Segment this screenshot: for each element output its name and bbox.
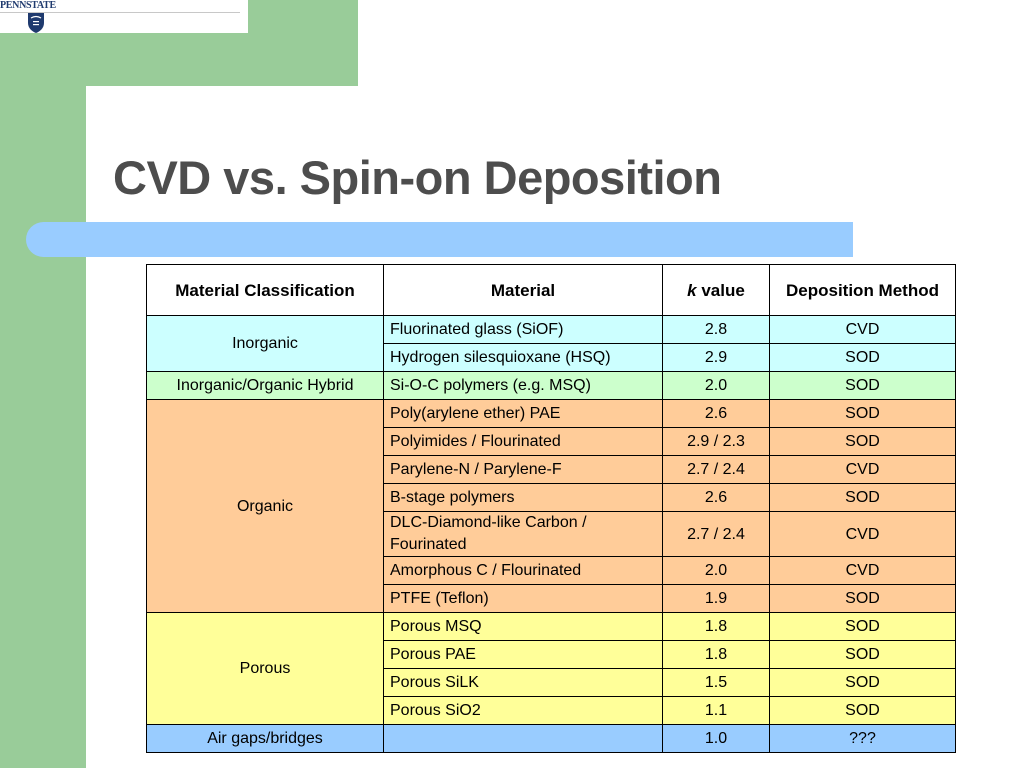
k-symbol: k xyxy=(687,280,697,300)
k-value-cell: 2.0 xyxy=(662,371,770,400)
material-cell: B-stage polymers xyxy=(383,483,663,512)
k-value-cell: 1.8 xyxy=(662,640,770,669)
k-value-cell: 2.0 xyxy=(662,556,770,585)
method-cell: SOD xyxy=(769,668,956,697)
table-row: Organic Poly(arylene ether) PAE 2.6 SOD xyxy=(146,399,956,613)
table-row: Hydrogen silesquioxane (HSQ) 2.9 SOD xyxy=(146,343,956,372)
k-value-cell: 1.5 xyxy=(662,668,770,697)
material-cell: Porous MSQ xyxy=(383,612,663,641)
material-cell: Poly(arylene ether) PAE xyxy=(383,399,663,428)
k-value-cell: 2.7 / 2.4 xyxy=(662,511,770,557)
penn-state-shield-icon xyxy=(28,13,44,33)
group-label-air-gaps: Air gaps/bridges xyxy=(146,724,384,753)
method-cell: SOD xyxy=(769,612,956,641)
table-row: Air gaps/bridges 1.0 ??? xyxy=(146,724,956,753)
method-cell: SOD xyxy=(769,343,956,372)
k-value-cell: 1.0 xyxy=(662,724,770,753)
logo-divider xyxy=(0,12,240,13)
material-cell: Si-O-C polymers (e.g. MSQ) xyxy=(383,371,663,400)
group-label-inorganic: Inorganic xyxy=(146,315,384,372)
table-row: Inorganic Fluorinated glass (SiOF) 2.8 C… xyxy=(146,315,956,372)
material-cell: Parylene-N / Parylene-F xyxy=(383,455,663,484)
material-cell: Polyimides / Flourinated xyxy=(383,427,663,456)
material-cell: Hydrogen silesquioxane (HSQ) xyxy=(383,343,663,372)
k-value-cell: 2.9 xyxy=(662,343,770,372)
k-value-cell: 2.6 xyxy=(662,399,770,428)
material-cell: Fluorinated glass (SiOF) xyxy=(383,315,663,344)
k-value-cell: 2.6 xyxy=(662,483,770,512)
header-deposition-method: Deposition Method xyxy=(769,264,956,316)
material-cell: Porous SiLK xyxy=(383,668,663,697)
table-row: Porous Porous MSQ 1.8 SOD xyxy=(146,612,956,725)
method-cell: CVD xyxy=(769,556,956,585)
method-cell: SOD xyxy=(769,696,956,725)
method-cell: CVD xyxy=(769,455,956,484)
material-cell: Porous SiO2 xyxy=(383,696,663,725)
k-value-cell: 2.8 xyxy=(662,315,770,344)
method-cell: SOD xyxy=(769,640,956,669)
method-cell: SOD xyxy=(769,399,956,428)
k-value-cell: 1.9 xyxy=(662,584,770,613)
table-header-row: Material Classification Material k value… xyxy=(146,264,956,316)
title-underline-bar xyxy=(26,222,853,257)
deposition-table: Material Classification Material k value… xyxy=(146,264,956,753)
method-cell: CVD xyxy=(769,315,956,344)
material-cell: Porous PAE xyxy=(383,640,663,669)
k-value-cell: 1.1 xyxy=(662,696,770,725)
slide-title: CVD vs. Spin-on Deposition xyxy=(113,151,722,204)
method-cell: ??? xyxy=(769,724,956,753)
table-row: Polyimides / Flourinated 2.9 / 2.3 SOD xyxy=(146,427,956,456)
header-material-classification: Material Classification xyxy=(146,264,384,316)
k-value-cell: 1.8 xyxy=(662,612,770,641)
method-cell: CVD xyxy=(769,511,956,557)
method-cell: SOD xyxy=(769,371,956,400)
group-label-porous: Porous xyxy=(146,612,384,725)
k-value-label: value xyxy=(696,280,745,300)
left-green-band xyxy=(0,0,86,768)
material-cell: Amorphous C / Flourinated xyxy=(383,556,663,585)
method-cell: SOD xyxy=(769,483,956,512)
group-label-hybrid: Inorganic/Organic Hybrid xyxy=(146,371,384,400)
logo-text: PENNSTATE xyxy=(0,0,56,11)
header-k-value: k value xyxy=(662,264,770,316)
method-cell: SOD xyxy=(769,427,956,456)
method-cell: SOD xyxy=(769,584,956,613)
k-value-cell: 2.9 / 2.3 xyxy=(662,427,770,456)
k-value-cell: 2.7 / 2.4 xyxy=(662,455,770,484)
header-material: Material xyxy=(383,264,663,316)
material-cell: PTFE (Teflon) xyxy=(383,584,663,613)
material-cell: DLC-Diamond-like Carbon / Fourinated xyxy=(383,511,663,557)
material-cell xyxy=(383,724,663,753)
group-label-organic: Organic xyxy=(146,399,384,613)
logo: PENNSTATE xyxy=(0,0,248,33)
table-row: Inorganic/Organic Hybrid Si-O-C polymers… xyxy=(146,371,956,400)
